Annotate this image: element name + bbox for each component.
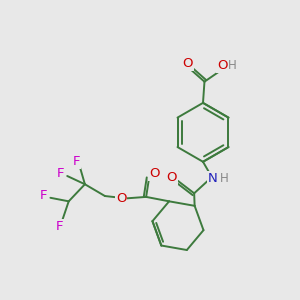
Text: O: O [217, 59, 227, 72]
Text: F: F [57, 167, 64, 180]
Text: F: F [40, 189, 48, 202]
Text: N: N [208, 172, 218, 185]
Text: H: H [220, 172, 229, 185]
Text: O: O [182, 57, 193, 70]
Text: H: H [228, 59, 237, 72]
Text: F: F [56, 220, 64, 233]
Text: O: O [149, 167, 160, 180]
Text: O: O [116, 192, 126, 205]
Text: O: O [166, 172, 177, 184]
Text: F: F [72, 155, 80, 168]
